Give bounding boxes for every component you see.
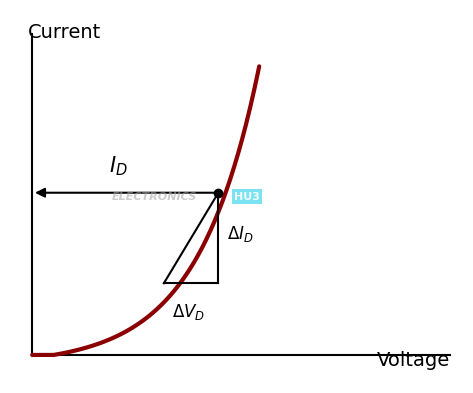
Text: HU3: HU3 [234,191,260,202]
Text: Voltage: Voltage [377,351,450,370]
Text: $I_D$: $I_D$ [109,154,128,178]
Text: $\Delta V_D$: $\Delta V_D$ [172,302,205,322]
Text: $\Delta I_D$: $\Delta I_D$ [228,224,254,244]
Text: ELECTRONICS: ELECTRONICS [112,191,197,202]
Text: Current: Current [27,23,101,42]
